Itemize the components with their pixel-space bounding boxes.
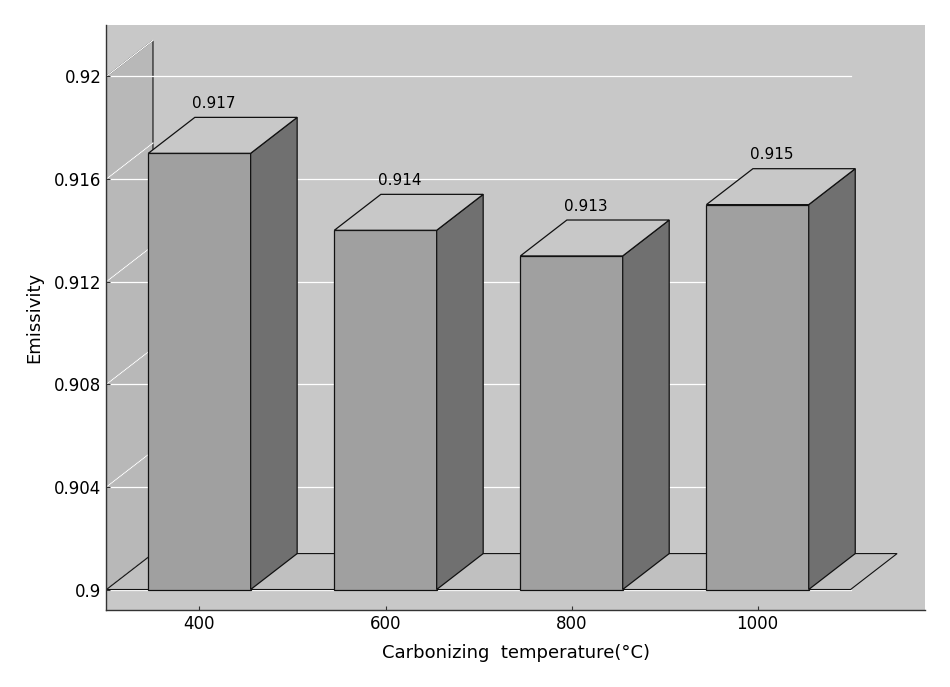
Polygon shape [437, 194, 484, 589]
Polygon shape [334, 230, 437, 589]
Text: 0.917: 0.917 [192, 96, 236, 111]
Text: 0.914: 0.914 [378, 173, 421, 188]
Polygon shape [106, 554, 897, 589]
Y-axis label: Emissivity: Emissivity [25, 272, 43, 363]
Polygon shape [707, 169, 855, 205]
Text: 0.913: 0.913 [563, 199, 607, 214]
Polygon shape [148, 117, 297, 153]
Polygon shape [148, 153, 251, 589]
Polygon shape [707, 205, 808, 589]
Polygon shape [334, 194, 484, 230]
Text: 0.915: 0.915 [750, 147, 793, 162]
Polygon shape [808, 169, 855, 589]
Polygon shape [521, 220, 669, 256]
X-axis label: Carbonizing  temperature(°C): Carbonizing temperature(°C) [382, 644, 650, 662]
Polygon shape [251, 117, 297, 589]
Polygon shape [622, 220, 669, 589]
Polygon shape [521, 256, 622, 589]
Polygon shape [106, 41, 153, 589]
